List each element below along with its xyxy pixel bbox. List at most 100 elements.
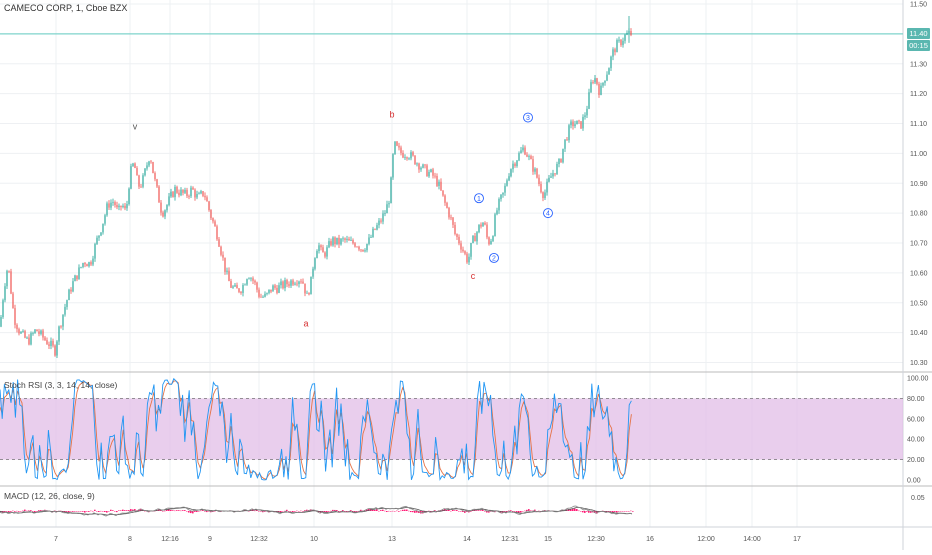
candle-body — [94, 243, 96, 259]
candle-body — [132, 163, 134, 167]
price-tick-label: 10.70 — [910, 241, 928, 248]
macd-histogram-bar — [64, 511, 66, 513]
macd-histogram-bar — [96, 510, 98, 512]
candle-body — [426, 165, 428, 177]
candle-body — [274, 285, 276, 288]
candle-body — [436, 176, 438, 186]
candle-body — [396, 141, 398, 146]
candle-body — [146, 165, 148, 169]
macd-histogram-bar — [254, 510, 256, 512]
candle-body — [236, 285, 238, 289]
macd-histogram-bar — [296, 510, 298, 512]
macd-histogram-bar — [112, 510, 114, 511]
candle-body — [328, 241, 330, 248]
macd-histogram-bar — [456, 510, 458, 511]
macd-histogram-bar — [298, 511, 300, 512]
macd-histogram-bar — [450, 510, 452, 512]
price-tick-label: 10.90 — [910, 181, 928, 188]
macd-histogram-bar — [622, 511, 624, 512]
stoch-rsi-label: Stoch RSI (3, 3, 14, 14, close) — [4, 380, 118, 390]
candle-body — [192, 187, 194, 190]
macd-histogram-bar — [476, 510, 478, 511]
candle-body — [194, 189, 196, 198]
time-tick-label: 17 — [793, 536, 801, 543]
macd-histogram-bar — [326, 511, 328, 513]
macd-histogram-bar — [300, 510, 302, 512]
macd-histogram-bar — [616, 511, 618, 513]
candle-body — [484, 222, 486, 225]
candle-body — [210, 210, 212, 219]
macd-histogram-bar — [386, 511, 388, 512]
stoch-tick-label: 0.00 — [907, 478, 921, 485]
candle-body — [128, 188, 130, 205]
candle-body — [620, 39, 622, 46]
candle-body — [564, 139, 566, 149]
macd-histogram-bar — [54, 510, 56, 512]
macd-histogram-bar — [434, 510, 436, 511]
candle-body — [362, 249, 364, 252]
candle-body — [66, 300, 68, 307]
macd-histogram-bar — [94, 509, 96, 511]
candle-body — [204, 195, 206, 198]
macd-histogram-bar — [184, 510, 186, 511]
macd-histogram-bar — [590, 511, 592, 513]
candle-body — [160, 202, 162, 213]
macd-histogram-bar — [458, 510, 460, 512]
candle-body — [376, 225, 378, 230]
candle-body — [164, 210, 166, 217]
macd-histogram-bar — [620, 510, 622, 512]
candle-body — [336, 237, 338, 245]
macd-histogram-bar — [378, 510, 380, 512]
candle-body — [154, 173, 156, 180]
price-tick-label: 11.50 — [910, 2, 927, 9]
macd-histogram-bar — [382, 509, 384, 511]
candle-body — [142, 175, 144, 187]
wave-label-1: 1 — [477, 196, 481, 203]
macd-histogram-bar — [376, 509, 378, 511]
candle-body — [40, 330, 42, 334]
macd-histogram-bar — [570, 509, 572, 511]
candle-body — [106, 203, 108, 216]
candle-body — [118, 205, 120, 208]
candle-body — [492, 236, 494, 242]
macd-histogram-bar — [88, 511, 90, 512]
candle-body — [2, 300, 4, 318]
macd-histogram-bar — [140, 508, 142, 511]
candle-body — [334, 237, 336, 245]
candle-body — [472, 235, 474, 243]
macd-histogram-bar — [404, 509, 406, 511]
candle-body — [496, 210, 498, 215]
macd-histogram-bar — [584, 511, 586, 513]
macd-histogram-bar — [40, 510, 42, 511]
candle-body — [326, 247, 328, 257]
macd-histogram-bar — [408, 510, 410, 512]
candle-body — [330, 241, 332, 246]
candle-body — [314, 258, 316, 269]
macd-histogram-bar — [102, 511, 104, 512]
candle-body — [28, 337, 30, 345]
candle-body — [242, 284, 244, 293]
candle-body — [532, 159, 534, 172]
macd-histogram-bar — [16, 510, 18, 512]
time-tick-label: 15 — [544, 536, 552, 543]
candle-body — [222, 254, 224, 258]
macd-histogram-bar — [586, 511, 588, 512]
candle-body — [454, 224, 456, 234]
macd-histogram-bar — [92, 510, 94, 512]
macd-histogram-bar — [116, 511, 118, 513]
macd-histogram-bar — [24, 509, 26, 511]
price-tick-label: 10.80 — [910, 211, 928, 218]
macd-histogram-bar — [138, 509, 140, 511]
candle-body — [24, 330, 26, 338]
macd-histogram-bar — [32, 511, 34, 512]
stoch-k-line — [0, 377, 632, 481]
candle-body — [624, 34, 626, 41]
candle-body — [140, 186, 142, 188]
macd-histogram-bar — [412, 511, 414, 513]
candle-body — [354, 243, 356, 247]
macd-histogram-bar — [342, 510, 344, 511]
macd-histogram-bar — [166, 509, 168, 511]
candle-body — [538, 177, 540, 185]
